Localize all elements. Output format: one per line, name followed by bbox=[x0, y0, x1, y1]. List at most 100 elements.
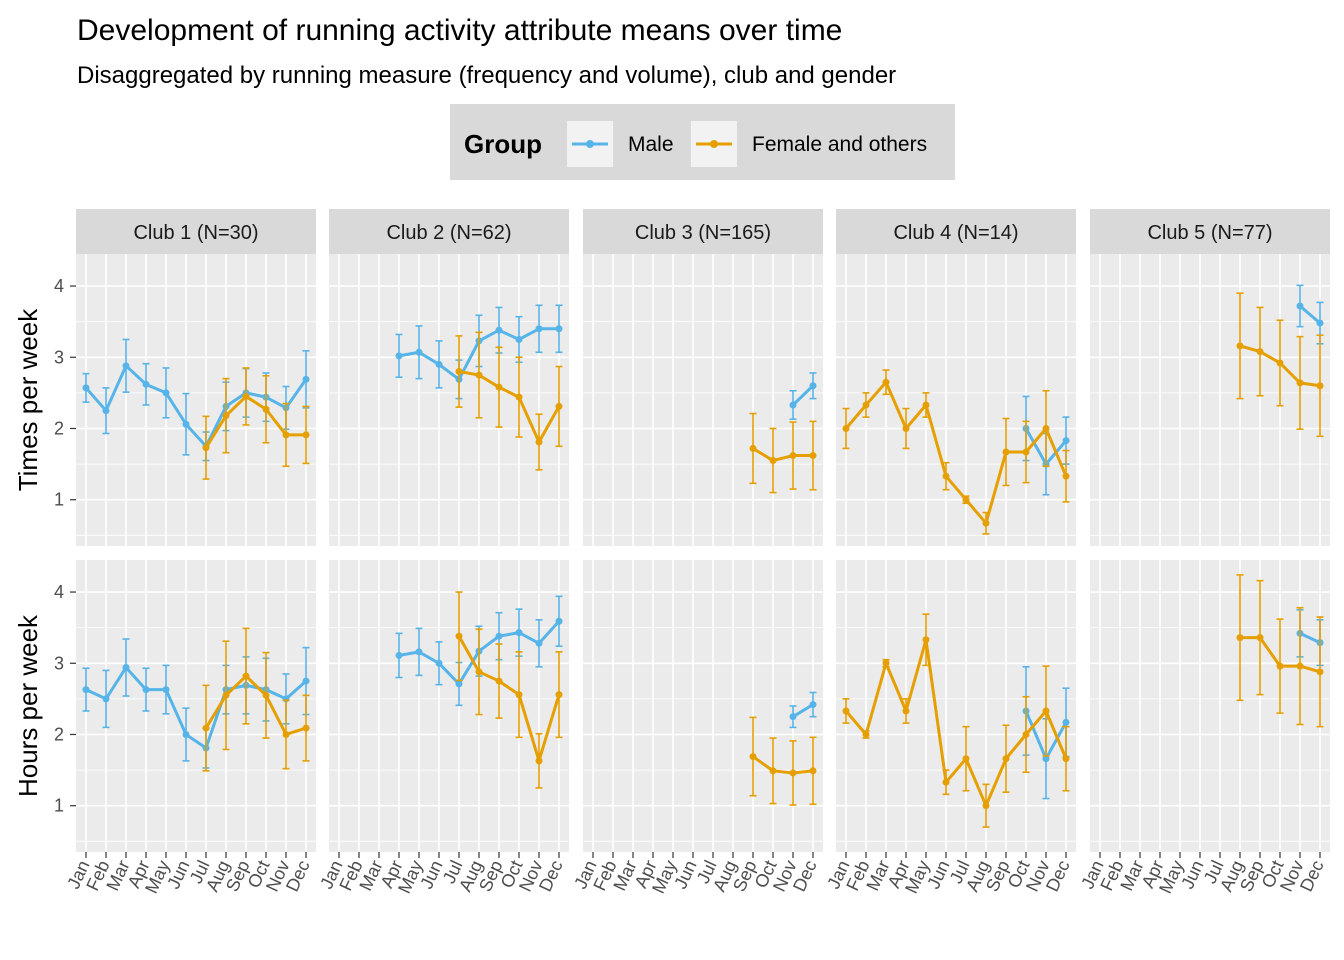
data-point bbox=[122, 664, 130, 672]
data-point bbox=[862, 730, 870, 738]
data-point bbox=[1062, 437, 1070, 445]
series-line-segment bbox=[844, 404, 868, 430]
data-point bbox=[1062, 472, 1070, 480]
data-point bbox=[1062, 718, 1070, 726]
panel-times-per-week-5 bbox=[1090, 254, 1330, 546]
data-point bbox=[862, 401, 870, 409]
series-female-and-others bbox=[749, 412, 817, 494]
series-line-segment bbox=[265, 395, 287, 410]
series-line-segment bbox=[457, 635, 481, 673]
series-line-segment bbox=[478, 373, 500, 389]
series-female-and-others bbox=[1236, 574, 1324, 728]
data-point bbox=[1296, 302, 1304, 310]
strip-label: Club 3 (N=165) bbox=[635, 222, 771, 244]
data-point bbox=[962, 496, 970, 504]
series-line-segment bbox=[752, 755, 774, 773]
series-line-segment bbox=[224, 395, 248, 417]
panel-times-per-week-1 bbox=[76, 254, 316, 546]
data-point bbox=[1042, 707, 1050, 715]
series-line-segment bbox=[245, 395, 267, 411]
data-point bbox=[495, 632, 503, 640]
series-line-segment bbox=[884, 662, 908, 712]
series-line-segment bbox=[264, 408, 288, 436]
data-point bbox=[1296, 662, 1304, 670]
data-point bbox=[182, 730, 190, 738]
series-line-segment bbox=[285, 679, 307, 700]
series-line-segment bbox=[124, 364, 148, 386]
data-point bbox=[1316, 668, 1324, 676]
series-male bbox=[395, 595, 563, 707]
series-line-segment bbox=[1299, 304, 1321, 325]
data-point bbox=[535, 325, 543, 333]
y-tick-label: 2 bbox=[54, 724, 64, 744]
data-point bbox=[1002, 448, 1010, 456]
data-point bbox=[902, 707, 910, 715]
data-point bbox=[455, 632, 463, 640]
panel-background bbox=[76, 560, 316, 852]
data-point bbox=[475, 668, 483, 676]
series-line-segment bbox=[498, 679, 520, 696]
data-point bbox=[102, 407, 110, 415]
data-point bbox=[809, 382, 817, 390]
data-point bbox=[415, 648, 423, 656]
chart-title: Development of running activity attribut… bbox=[77, 14, 842, 47]
series-line-segment bbox=[1024, 427, 1048, 453]
facet-strip-4: Club 4 (N=14) bbox=[836, 209, 1076, 254]
series-line-segment bbox=[1259, 350, 1281, 365]
strip-label: Club 1 (N=30) bbox=[133, 222, 258, 244]
strip-background bbox=[836, 209, 1076, 254]
series-line-segment bbox=[517, 694, 541, 762]
series-line-segment bbox=[944, 757, 968, 784]
data-point bbox=[535, 639, 543, 647]
panel-times-per-week-4 bbox=[836, 254, 1076, 546]
data-point bbox=[222, 691, 230, 699]
data-point bbox=[495, 326, 503, 334]
data-point bbox=[769, 767, 777, 775]
series-line-segment bbox=[1044, 710, 1068, 760]
data-point bbox=[1316, 319, 1324, 327]
data-point bbox=[789, 713, 797, 721]
series-male bbox=[789, 691, 817, 729]
data-point bbox=[1042, 424, 1050, 432]
data-point bbox=[1256, 634, 1264, 642]
series-line-segment bbox=[904, 404, 928, 430]
data-point bbox=[789, 769, 797, 777]
series-line-segment bbox=[984, 451, 1008, 524]
data-point bbox=[809, 452, 817, 460]
series-line-segment bbox=[518, 327, 540, 341]
strip-background bbox=[1090, 209, 1330, 254]
data-point bbox=[415, 348, 423, 356]
panel-background bbox=[76, 254, 316, 546]
data-point bbox=[242, 392, 250, 400]
data-point bbox=[515, 335, 523, 343]
series-line-segment bbox=[104, 666, 128, 700]
data-point bbox=[182, 420, 190, 428]
data-point bbox=[922, 401, 930, 409]
series-line-segment bbox=[498, 328, 520, 341]
facet-strip-1: Club 1 (N=30) bbox=[76, 209, 316, 254]
series-female-and-others bbox=[842, 369, 1070, 535]
data-point bbox=[882, 659, 890, 667]
series-line-segment bbox=[518, 631, 540, 645]
data-point bbox=[1276, 359, 1284, 367]
strip-label: Club 5 (N=77) bbox=[1147, 222, 1272, 244]
data-point bbox=[1002, 755, 1010, 763]
data-point bbox=[942, 472, 950, 480]
data-point bbox=[122, 362, 130, 370]
series-line-segment bbox=[1024, 710, 1048, 760]
data-point bbox=[435, 659, 443, 667]
series-line-segment bbox=[884, 381, 908, 430]
series-line-segment bbox=[438, 363, 460, 381]
series-line-segment bbox=[537, 620, 561, 645]
series-line-segment bbox=[418, 350, 440, 366]
y-axis-label-times-per-week: Times per week bbox=[13, 308, 43, 492]
data-point bbox=[942, 778, 950, 786]
series-line-segment bbox=[185, 733, 207, 750]
series-line-segment bbox=[164, 392, 188, 426]
panel-background bbox=[1090, 254, 1330, 546]
data-point bbox=[262, 691, 270, 699]
y-tick-label: 1 bbox=[54, 490, 64, 510]
legend-label-female: Female and others bbox=[752, 133, 927, 156]
